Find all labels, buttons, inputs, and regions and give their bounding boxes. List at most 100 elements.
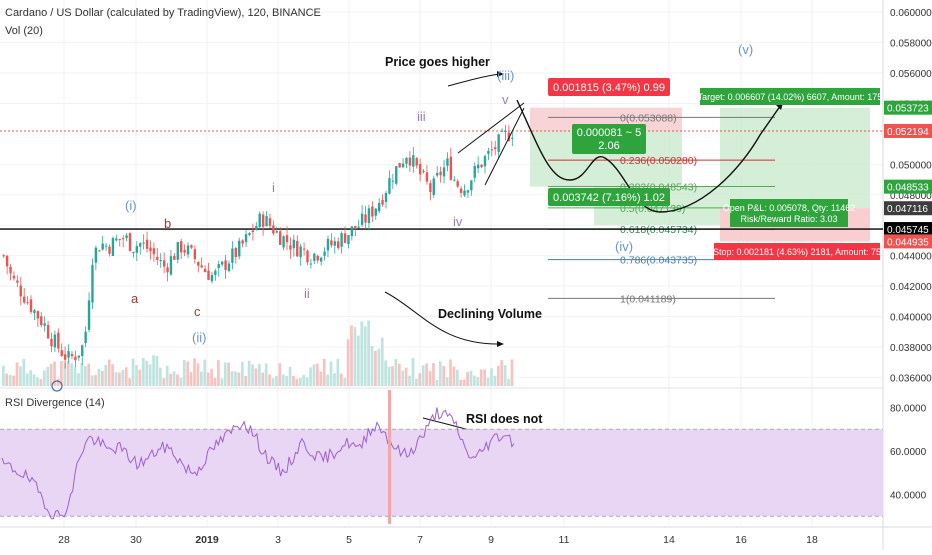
candle-body <box>84 331 87 343</box>
candle-body <box>453 179 456 181</box>
price-axis[interactable]: 0.0600000.0580000.0560000.0540000.052000… <box>884 8 932 384</box>
volume-bar <box>275 375 278 386</box>
volume-indicator-label: Vol (20) <box>5 25 43 37</box>
volume-bar <box>73 366 77 386</box>
price-tag: 0.052194 <box>887 127 929 138</box>
price-tag-bg <box>884 201 932 216</box>
volume-bar <box>469 370 473 386</box>
candle-body <box>121 238 125 240</box>
candle-body <box>313 253 316 261</box>
candle-body <box>412 155 415 167</box>
candle-body <box>326 238 330 251</box>
volume-bar <box>19 366 22 386</box>
candle-body <box>244 234 248 243</box>
candle-body <box>183 249 186 253</box>
volume-bar <box>438 361 442 386</box>
volume-bar <box>223 362 227 386</box>
candle-body <box>22 296 26 303</box>
candle-body <box>258 213 261 228</box>
candle-body <box>70 354 74 357</box>
candle-body <box>162 260 166 267</box>
candle-body <box>5 255 9 267</box>
annotation-rsi-does-not[interactable]: RSI does not <box>466 412 543 426</box>
volume-bar <box>227 362 231 386</box>
volume-bar <box>292 375 295 386</box>
candle-body <box>33 310 36 313</box>
volume-bar <box>100 370 104 386</box>
long-target-zone[interactable] <box>720 107 870 209</box>
candle-body <box>227 263 231 271</box>
volume-bar <box>251 364 254 386</box>
candle-body <box>149 247 152 252</box>
volume-bar <box>476 377 480 386</box>
candle-body <box>220 261 224 265</box>
candle-body <box>77 355 80 358</box>
volume-bar <box>83 365 87 386</box>
volume-bar <box>374 350 377 386</box>
marker-circle[interactable] <box>51 380 63 392</box>
annotation-declining-volume[interactable]: Declining Volume <box>438 307 542 321</box>
volume-bar <box>111 364 114 386</box>
volume-bar <box>135 365 138 386</box>
wedge-upper-line[interactable] <box>457 102 525 154</box>
candle-body <box>176 242 179 260</box>
volume-bar <box>329 361 333 386</box>
projection-path[interactable] <box>516 99 784 213</box>
volume-bar <box>240 361 244 386</box>
fib-level-label: 1(0.041189) <box>620 293 676 305</box>
price-tick-label: 0.044000 <box>890 252 932 263</box>
price-tick-label: 0.056000 <box>890 69 932 80</box>
price-tick-label: 0.040000 <box>890 312 932 323</box>
volume-bar <box>22 359 26 386</box>
ratio-label-bg <box>572 124 646 154</box>
position-labels[interactable]: 0.001815 (3.47%) 0.99 0.000081 ~ 5 2.06 … <box>548 78 882 260</box>
volume-bar <box>152 355 155 386</box>
candle-body <box>388 178 391 194</box>
target-label: Target: 0.006607 (14.02%) 6607, Amount: … <box>698 92 883 102</box>
arrowhead <box>497 71 504 77</box>
reward-label: 0.003742 (7.16%) 1.02 <box>553 192 665 204</box>
volume-bar <box>230 371 234 386</box>
volume-bar <box>305 377 309 386</box>
candle-body <box>94 247 98 263</box>
candle-body <box>466 190 470 193</box>
candle-body <box>101 243 104 250</box>
volume-bar <box>455 369 459 386</box>
volume-bar <box>32 374 36 386</box>
volume-bar <box>121 369 125 386</box>
volume-bar <box>401 370 405 386</box>
volume-bar <box>312 364 316 386</box>
volume-bar <box>360 321 364 386</box>
candle-body <box>12 275 16 279</box>
volume-bar <box>288 366 292 386</box>
volume-bar <box>302 374 306 386</box>
volume-bar <box>258 363 261 386</box>
volume-bar <box>179 377 183 386</box>
candle-body <box>255 226 258 230</box>
wedge-lower-line[interactable] <box>484 107 525 186</box>
candle-body <box>449 156 453 180</box>
volume-bar <box>234 371 237 386</box>
candle-body <box>180 241 183 253</box>
volume-bar <box>165 365 169 386</box>
candle-body <box>343 233 347 243</box>
rsi-tick-label: 60.0000 <box>890 447 927 458</box>
candle-body <box>319 257 323 262</box>
rsi-axis[interactable]: 80.0000 60.0000 40.0000 <box>890 403 927 501</box>
volume-bar <box>298 378 302 386</box>
volume-bar <box>295 379 299 386</box>
volume-bar <box>189 372 193 386</box>
volume-bar <box>80 363 84 386</box>
volume-bar <box>182 359 186 386</box>
candle-body <box>360 213 364 225</box>
candle-body <box>118 238 121 240</box>
volume-bar <box>326 374 329 386</box>
candle-body <box>224 260 227 271</box>
rsi-tick-label: 80.0000 <box>890 403 927 414</box>
annotation-price-higher[interactable]: Price goes higher <box>385 55 490 69</box>
time-axis[interactable]: 28 30 2019 3 5 7 9 11 14 16 18 <box>58 534 818 546</box>
volume-bar <box>510 359 514 386</box>
candle-body <box>425 172 429 182</box>
